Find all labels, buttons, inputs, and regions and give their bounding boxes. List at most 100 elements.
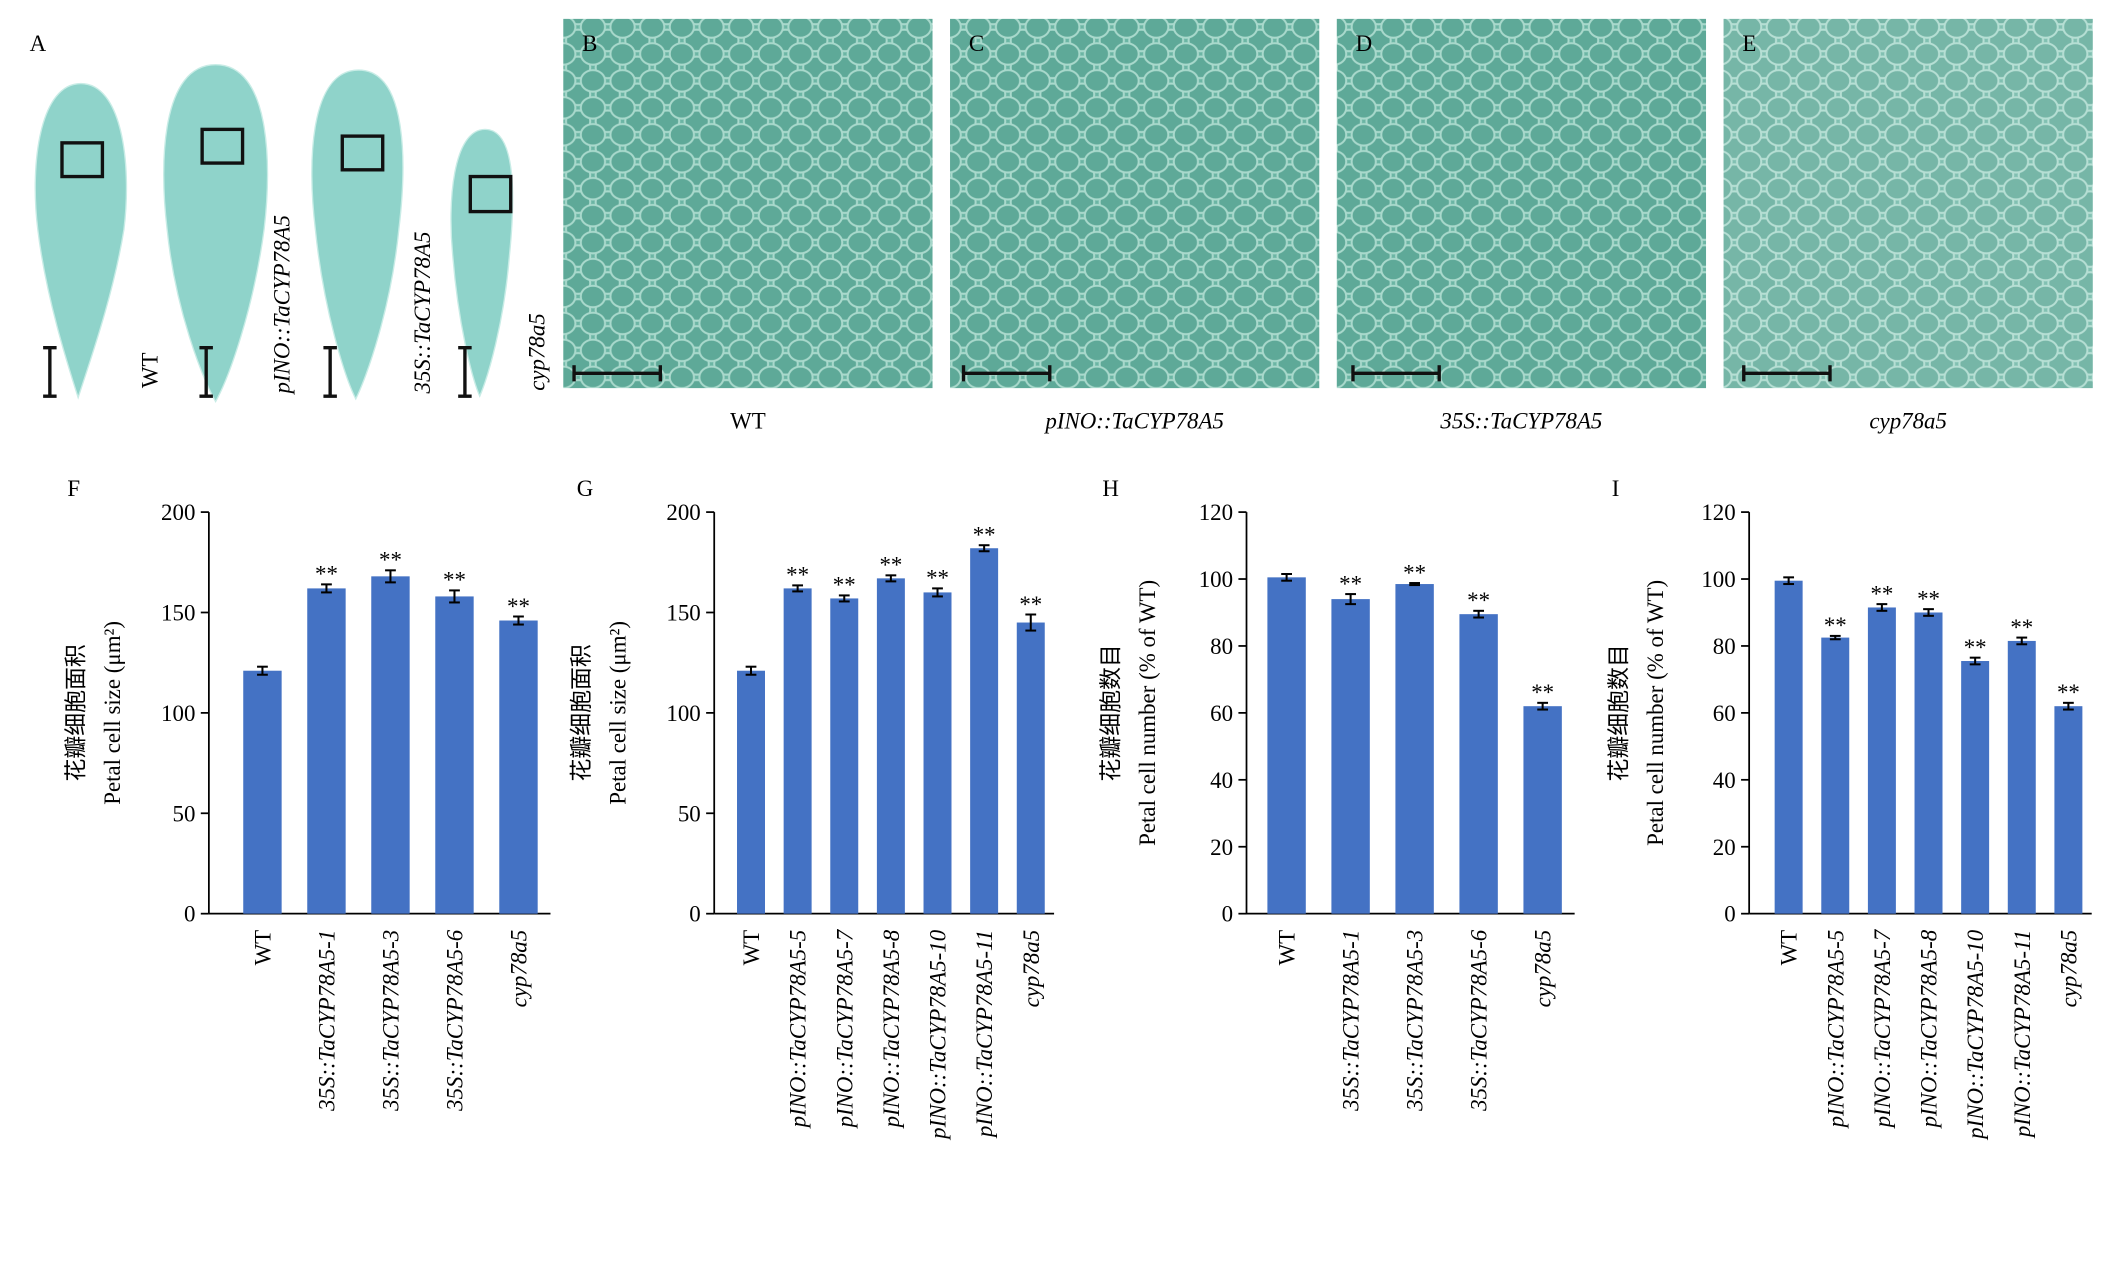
x-tick-label: 35S::TaCYP78A5-6 (1467, 929, 1492, 1112)
x-tick-label: 35S::TaCYP78A5-3 (379, 930, 404, 1112)
x-tick-label: pINO::TaCYP78A5-8 (879, 929, 904, 1129)
significance: ** (1339, 571, 1362, 596)
image-label: 35S::TaCYP78A5 (1439, 409, 1602, 434)
bar (1267, 577, 1306, 914)
significance: ** (926, 566, 949, 591)
bar (1016, 622, 1045, 914)
bar (783, 588, 812, 914)
y-tick-label: 20 (1210, 835, 1233, 860)
y-axis-label: 花瓣细胞面积 (64, 644, 90, 781)
y-axis-label: 花瓣细胞数目 (1607, 644, 1633, 781)
petal (163, 64, 269, 403)
petal-scale-bars (43, 346, 472, 398)
bar (499, 620, 538, 914)
y-axis-label: Petal cell size (μm²) (100, 621, 125, 805)
micrograph (1723, 18, 2093, 389)
y-tick-label: 200 (161, 500, 195, 525)
region-box (468, 174, 513, 214)
significance: ** (1531, 680, 1554, 705)
micrograph (950, 18, 1320, 389)
y-tick-label: 100 (1199, 567, 1233, 592)
x-tick-label: 35S::TaCYP78A5-6 (443, 929, 468, 1112)
y-tick-label: 40 (1210, 768, 1233, 793)
significance: ** (1467, 588, 1490, 613)
x-tick-label: cyp78a5 (507, 930, 532, 1008)
region-box (340, 134, 385, 172)
bar (923, 592, 952, 914)
y-axis-label: Petal cell number (% of WT) (1643, 580, 1668, 846)
y-tick-label: 120 (1701, 500, 1735, 525)
y-tick-label: 50 (678, 801, 701, 826)
significance: ** (1870, 581, 1893, 606)
x-tick-label: 35S::TaCYP78A5-3 (1403, 930, 1428, 1112)
y-tick-label: 150 (666, 601, 700, 626)
x-tick-label: pINO::TaCYP78A5-5 (786, 930, 811, 1130)
bar (243, 670, 282, 914)
bar (1961, 661, 1990, 914)
significance: ** (379, 548, 402, 573)
y-tick-label: 80 (1210, 634, 1233, 659)
bar (2054, 706, 2083, 914)
x-tick-label: cyp78a5 (1531, 930, 1556, 1008)
bar (2007, 640, 2036, 914)
bar (1523, 706, 1562, 914)
x-tick-label: cyp78a5 (1019, 930, 1044, 1008)
panel-letter: B (582, 31, 597, 56)
petal (311, 69, 404, 401)
y-tick-label: 60 (1713, 701, 1736, 726)
y-axis-label: 花瓣细胞数目 (1098, 644, 1124, 781)
x-tick-label: pINO::TaCYP78A5-5 (1823, 930, 1848, 1130)
x-tick-label: WT (739, 930, 764, 966)
image-label: cyp78a5 (1869, 409, 1947, 434)
image-label: pINO::TaCYP78A5 (1043, 409, 1224, 434)
y-tick-label: 200 (666, 500, 700, 525)
y-tick-label: 100 (161, 701, 195, 726)
bar (435, 596, 474, 914)
x-tick-label: pINO::TaCYP78A5-7 (832, 928, 857, 1129)
y-tick-label: 0 (184, 902, 195, 927)
x-tick-label: pINO::TaCYP78A5-10 (926, 929, 951, 1141)
x-tick-label: WT (1275, 930, 1300, 966)
x-tick-label: pINO::TaCYP78A5-8 (1917, 929, 1942, 1129)
significance: ** (443, 568, 466, 593)
bar (1331, 599, 1370, 914)
y-tick-label: 60 (1210, 701, 1233, 726)
region-box (200, 127, 245, 165)
panel-letter: F (67, 476, 80, 501)
panel-letter: H (1102, 476, 1119, 501)
x-tick-label: cyp78a5 (2056, 930, 2081, 1008)
x-tick-label: pINO::TaCYP78A5-11 (2010, 930, 2035, 1139)
bar (1867, 607, 1896, 914)
significance: ** (1964, 635, 1987, 660)
significance: ** (1019, 592, 1042, 617)
bar (371, 576, 410, 914)
y-axis-label: Petal cell size (μm²) (605, 621, 630, 805)
x-tick-label: 35S::TaCYP78A5-1 (1339, 930, 1364, 1112)
x-tick-label: pINO::TaCYP78A5-10 (1963, 929, 1988, 1141)
y-tick-label: 100 (1701, 567, 1735, 592)
x-tick-label: WT (251, 930, 276, 966)
bar (1459, 614, 1498, 914)
x-tick-label: pINO::TaCYP78A5-7 (1870, 928, 1895, 1129)
region-box (60, 141, 105, 179)
significance: ** (786, 563, 809, 588)
significance: ** (833, 573, 856, 598)
bar (307, 588, 346, 914)
y-tick-label: 20 (1713, 835, 1736, 860)
y-tick-label: 0 (689, 902, 700, 927)
bar (970, 548, 999, 914)
petal (450, 128, 514, 398)
petal-label: cyp78a5 (524, 313, 549, 391)
panel-letter: A (30, 31, 47, 56)
significance: ** (879, 553, 902, 578)
bar (1821, 637, 1850, 914)
bar (1774, 580, 1803, 914)
y-tick-label: 0 (1724, 902, 1735, 927)
micrographs (563, 18, 2093, 389)
panel-letter: E (1742, 31, 1756, 56)
significance: ** (1824, 613, 1847, 638)
bar (876, 578, 905, 914)
y-tick-label: 120 (1199, 500, 1233, 525)
bar (830, 598, 859, 914)
